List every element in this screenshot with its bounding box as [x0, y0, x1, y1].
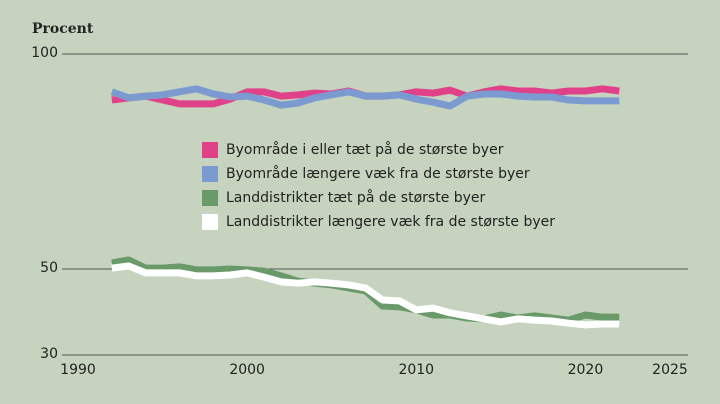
series-line	[111, 262, 620, 329]
legend-swatch	[202, 190, 218, 206]
y-tick-label: 30	[40, 346, 58, 362]
legend-swatch	[202, 214, 218, 230]
y-tick-label: 50	[40, 260, 58, 276]
x-tick-label: 2025	[652, 362, 688, 378]
x-tick-label: 2010	[398, 362, 434, 378]
x-tick-label: 2020	[568, 362, 604, 378]
y-tick-label: 100	[31, 45, 58, 61]
legend-label: Landdistrikter længere væk fra de størst…	[226, 214, 555, 230]
legend-label: Byområde i eller tæt på de største byer	[226, 141, 504, 158]
legend-label: Landdistrikter tæt på de største byer	[226, 189, 486, 206]
x-tick-label: 2000	[229, 362, 265, 378]
legend-swatch	[202, 166, 218, 182]
y-axis-label: Procent	[32, 21, 94, 37]
x-tick-label: 1990	[60, 362, 96, 378]
legend-label: Byområde længere væk fra de største byer	[226, 165, 530, 182]
series-line	[110, 85, 620, 110]
legend-swatch	[202, 142, 218, 158]
